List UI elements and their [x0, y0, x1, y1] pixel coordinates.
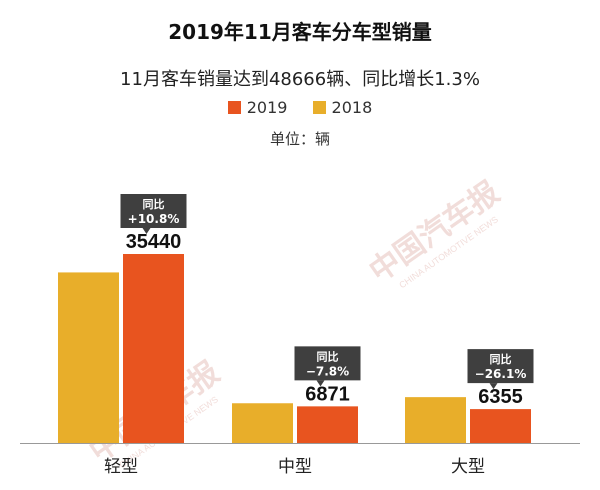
value-label-2019-中型: 6871	[305, 383, 350, 405]
yoy-callout-box-大型	[467, 349, 534, 384]
unit-label: 单位：辆	[269, 130, 330, 148]
legend-label-2019: 2019	[246, 98, 288, 117]
yoy-label-line2-大型: −26.1%	[475, 367, 527, 381]
legend-swatch-2019	[227, 101, 241, 114]
yoy-label-line2-轻型: +10.8%	[128, 212, 180, 226]
bar-2018-中型	[232, 403, 293, 443]
yoy-callout-box-中型	[294, 346, 361, 381]
legend-label-2018: 2018	[331, 98, 373, 117]
bar-2019-大型	[470, 409, 531, 443]
yoy-label-line1-轻型: 同比	[143, 197, 165, 211]
legend-swatch-2018	[312, 101, 326, 114]
bar-2018-轻型	[58, 272, 119, 443]
category-label-轻型: 轻型	[104, 457, 138, 477]
yoy-label-line1-中型: 同比	[317, 349, 339, 363]
yoy-label-line1-大型: 同比	[490, 352, 512, 366]
chart-subtitle: 11月客车销量达到48666辆、同比增长1.3%	[120, 69, 480, 90]
yoy-callout-pointer-大型	[489, 383, 498, 390]
yoy-callout-box-轻型	[120, 194, 187, 228]
category-label-中型: 中型	[278, 457, 312, 477]
chart-title: 2019年11月客车分车型销量	[168, 20, 432, 44]
category-label-大型: 大型	[451, 457, 485, 477]
value-label-2019-大型: 6355	[478, 386, 523, 408]
yoy-label-line2-中型: −7.8%	[306, 364, 349, 378]
bar-2019-中型	[297, 406, 358, 443]
chart-legend: 2019 2018	[0, 98, 600, 118]
legend-item-2018: 2018	[312, 98, 373, 117]
bar-2019-轻型	[123, 254, 184, 443]
bar-2018-大型	[405, 397, 466, 443]
yoy-callout-pointer-中型	[316, 380, 325, 387]
value-label-2019-轻型: 35440	[126, 231, 182, 253]
legend-item-2019: 2019	[227, 98, 288, 117]
yoy-callout-pointer-轻型	[142, 228, 151, 234]
